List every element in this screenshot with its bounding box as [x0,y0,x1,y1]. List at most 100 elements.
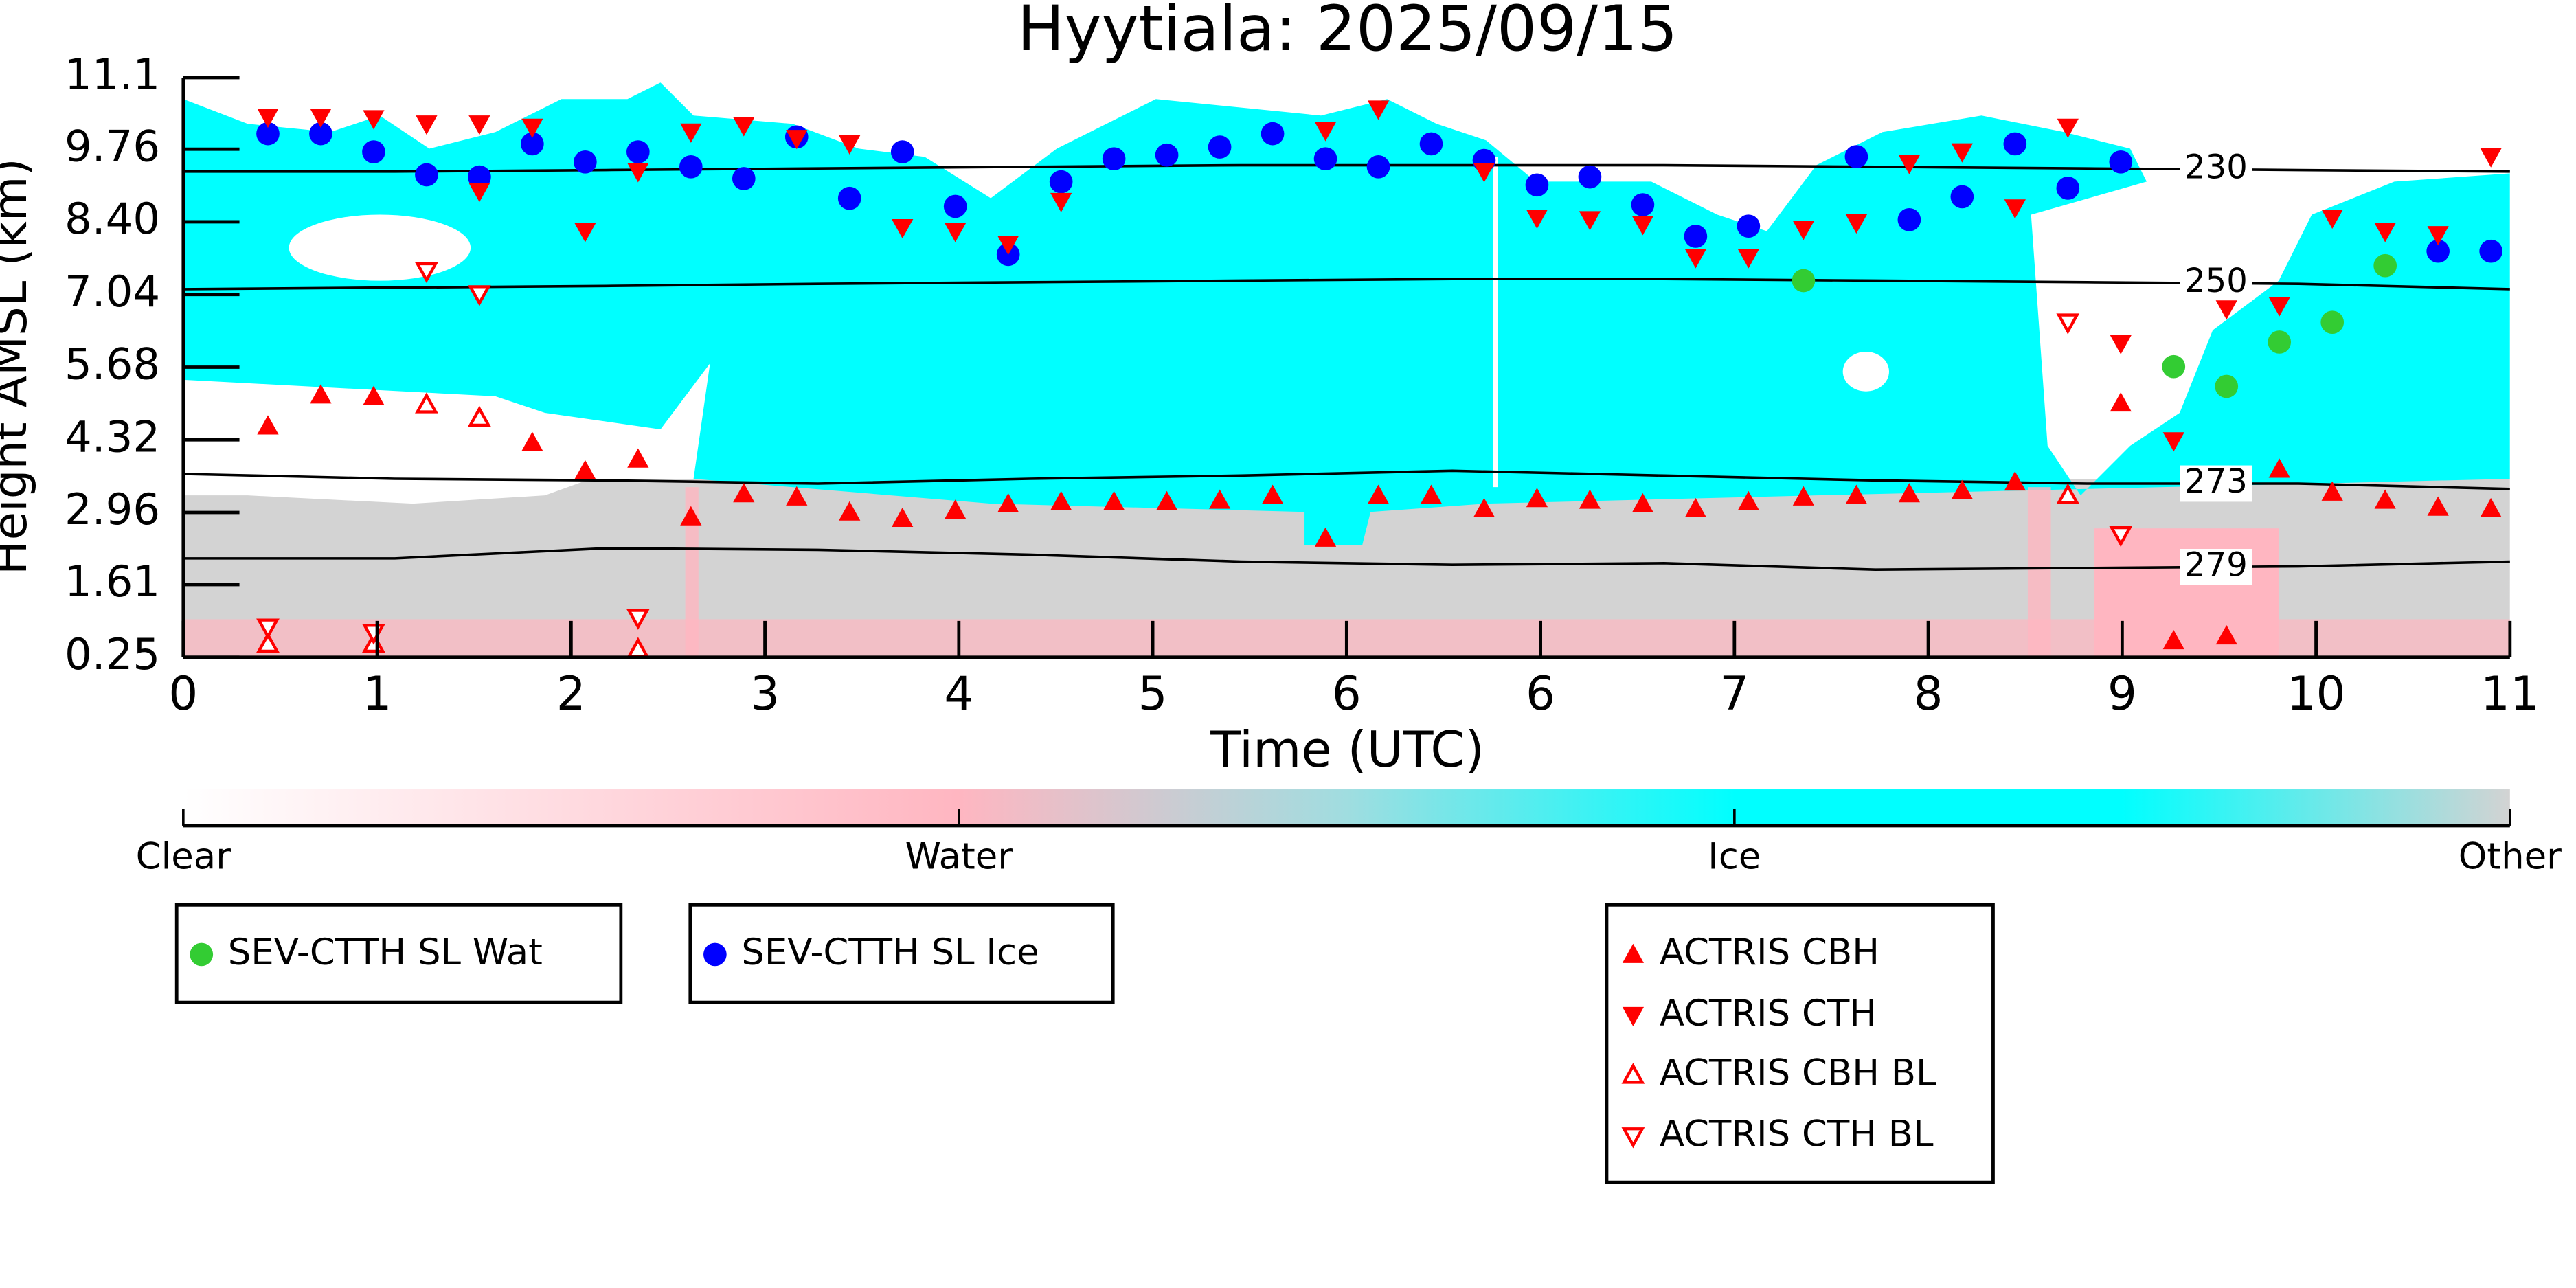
point [2268,297,2290,317]
point [309,122,332,146]
temperature-contour [183,547,2510,571]
point [2427,496,2449,516]
legend-label: ACTRIS CBH [1660,931,1879,973]
water-stripe [685,487,699,657]
point [2162,354,2186,379]
point [1579,211,1601,231]
x-tick-label: 0 [168,667,198,721]
y-axis-label: Height AMSL (km) [0,158,37,575]
chart-title: Hyytiala: 2025/09/15 [1017,0,1677,65]
contour-label: 279 [2184,545,2248,584]
point [1103,490,1125,510]
point [1737,214,1761,238]
point [2480,497,2502,518]
point [892,507,914,528]
point [1473,163,1495,183]
plot-layer: 230 250 273 279 [183,100,2510,658]
legend-marker [1621,1063,1645,1084]
point [892,219,914,239]
point [2321,210,2343,229]
point [1050,490,1072,510]
legend-label: ACTRIS CTH BL [1660,1113,1934,1155]
point [627,163,649,183]
x-tick-label: 10 [2287,667,2346,721]
legend-box [1605,903,1995,1184]
point [257,109,279,128]
point [257,415,279,435]
point [1631,193,1655,216]
point [2004,199,2026,219]
point [839,501,861,521]
point [574,150,597,174]
point [2004,471,2026,491]
point [310,109,332,128]
point [997,236,1019,256]
point [415,392,438,414]
point [468,285,491,306]
temperature-contour [183,469,2510,490]
point [521,132,544,156]
x-tick-label: 4 [944,667,973,721]
point [1049,170,1073,194]
x-tick-label: 3 [750,667,780,721]
point [626,140,650,163]
point [1844,145,1868,168]
point [2056,313,2080,335]
point [2479,239,2502,263]
point [2003,132,2027,156]
point [1578,165,1602,189]
point [574,223,596,242]
point [1366,155,1390,179]
point [256,122,280,146]
point [1951,143,1973,163]
x-tick-label: 5 [1138,667,1168,721]
point [1102,147,1126,171]
contour-label: 250 [2184,262,2248,300]
point [1684,249,1707,269]
point [1526,488,1548,508]
point [415,262,438,284]
x-axis-label: Time (UTC) [1210,721,1484,779]
point [837,186,861,210]
point [2268,330,2292,354]
point [2056,483,2080,504]
y-tick-label: 9.76 [65,121,160,171]
legend-label: ACTRIS CTH [1660,993,1877,1035]
point [2268,458,2290,478]
point [2215,374,2239,398]
x-tick-label: 9 [2108,667,2137,721]
x-tick-label: 6 [1332,667,1362,721]
legend-marker [190,942,214,967]
point [627,448,649,468]
legend-label: ACTRIS CBH BL [1660,1052,1936,1094]
y-tick-label: 5.68 [65,339,160,389]
point [363,385,385,405]
clear-hole [289,214,471,281]
point [310,384,332,404]
x-tick-label: 2 [556,667,586,721]
point [521,118,543,138]
point [2110,335,2132,354]
point [733,483,755,503]
point [2215,624,2237,645]
point [1314,527,1337,547]
point [2162,629,2184,650]
point [2320,310,2345,334]
point [890,140,914,163]
point [1525,173,1549,197]
point [1684,497,1707,518]
point [2427,226,2449,246]
point [1261,122,1285,146]
point [1845,484,1868,504]
legend-marker [703,942,727,967]
point [626,609,650,630]
point [1898,483,1921,503]
point [256,618,280,640]
point [679,155,703,179]
point [1737,249,1759,269]
point [997,493,1019,513]
y-tick-label: 8.40 [65,194,160,244]
point [362,140,385,163]
point [256,631,280,653]
